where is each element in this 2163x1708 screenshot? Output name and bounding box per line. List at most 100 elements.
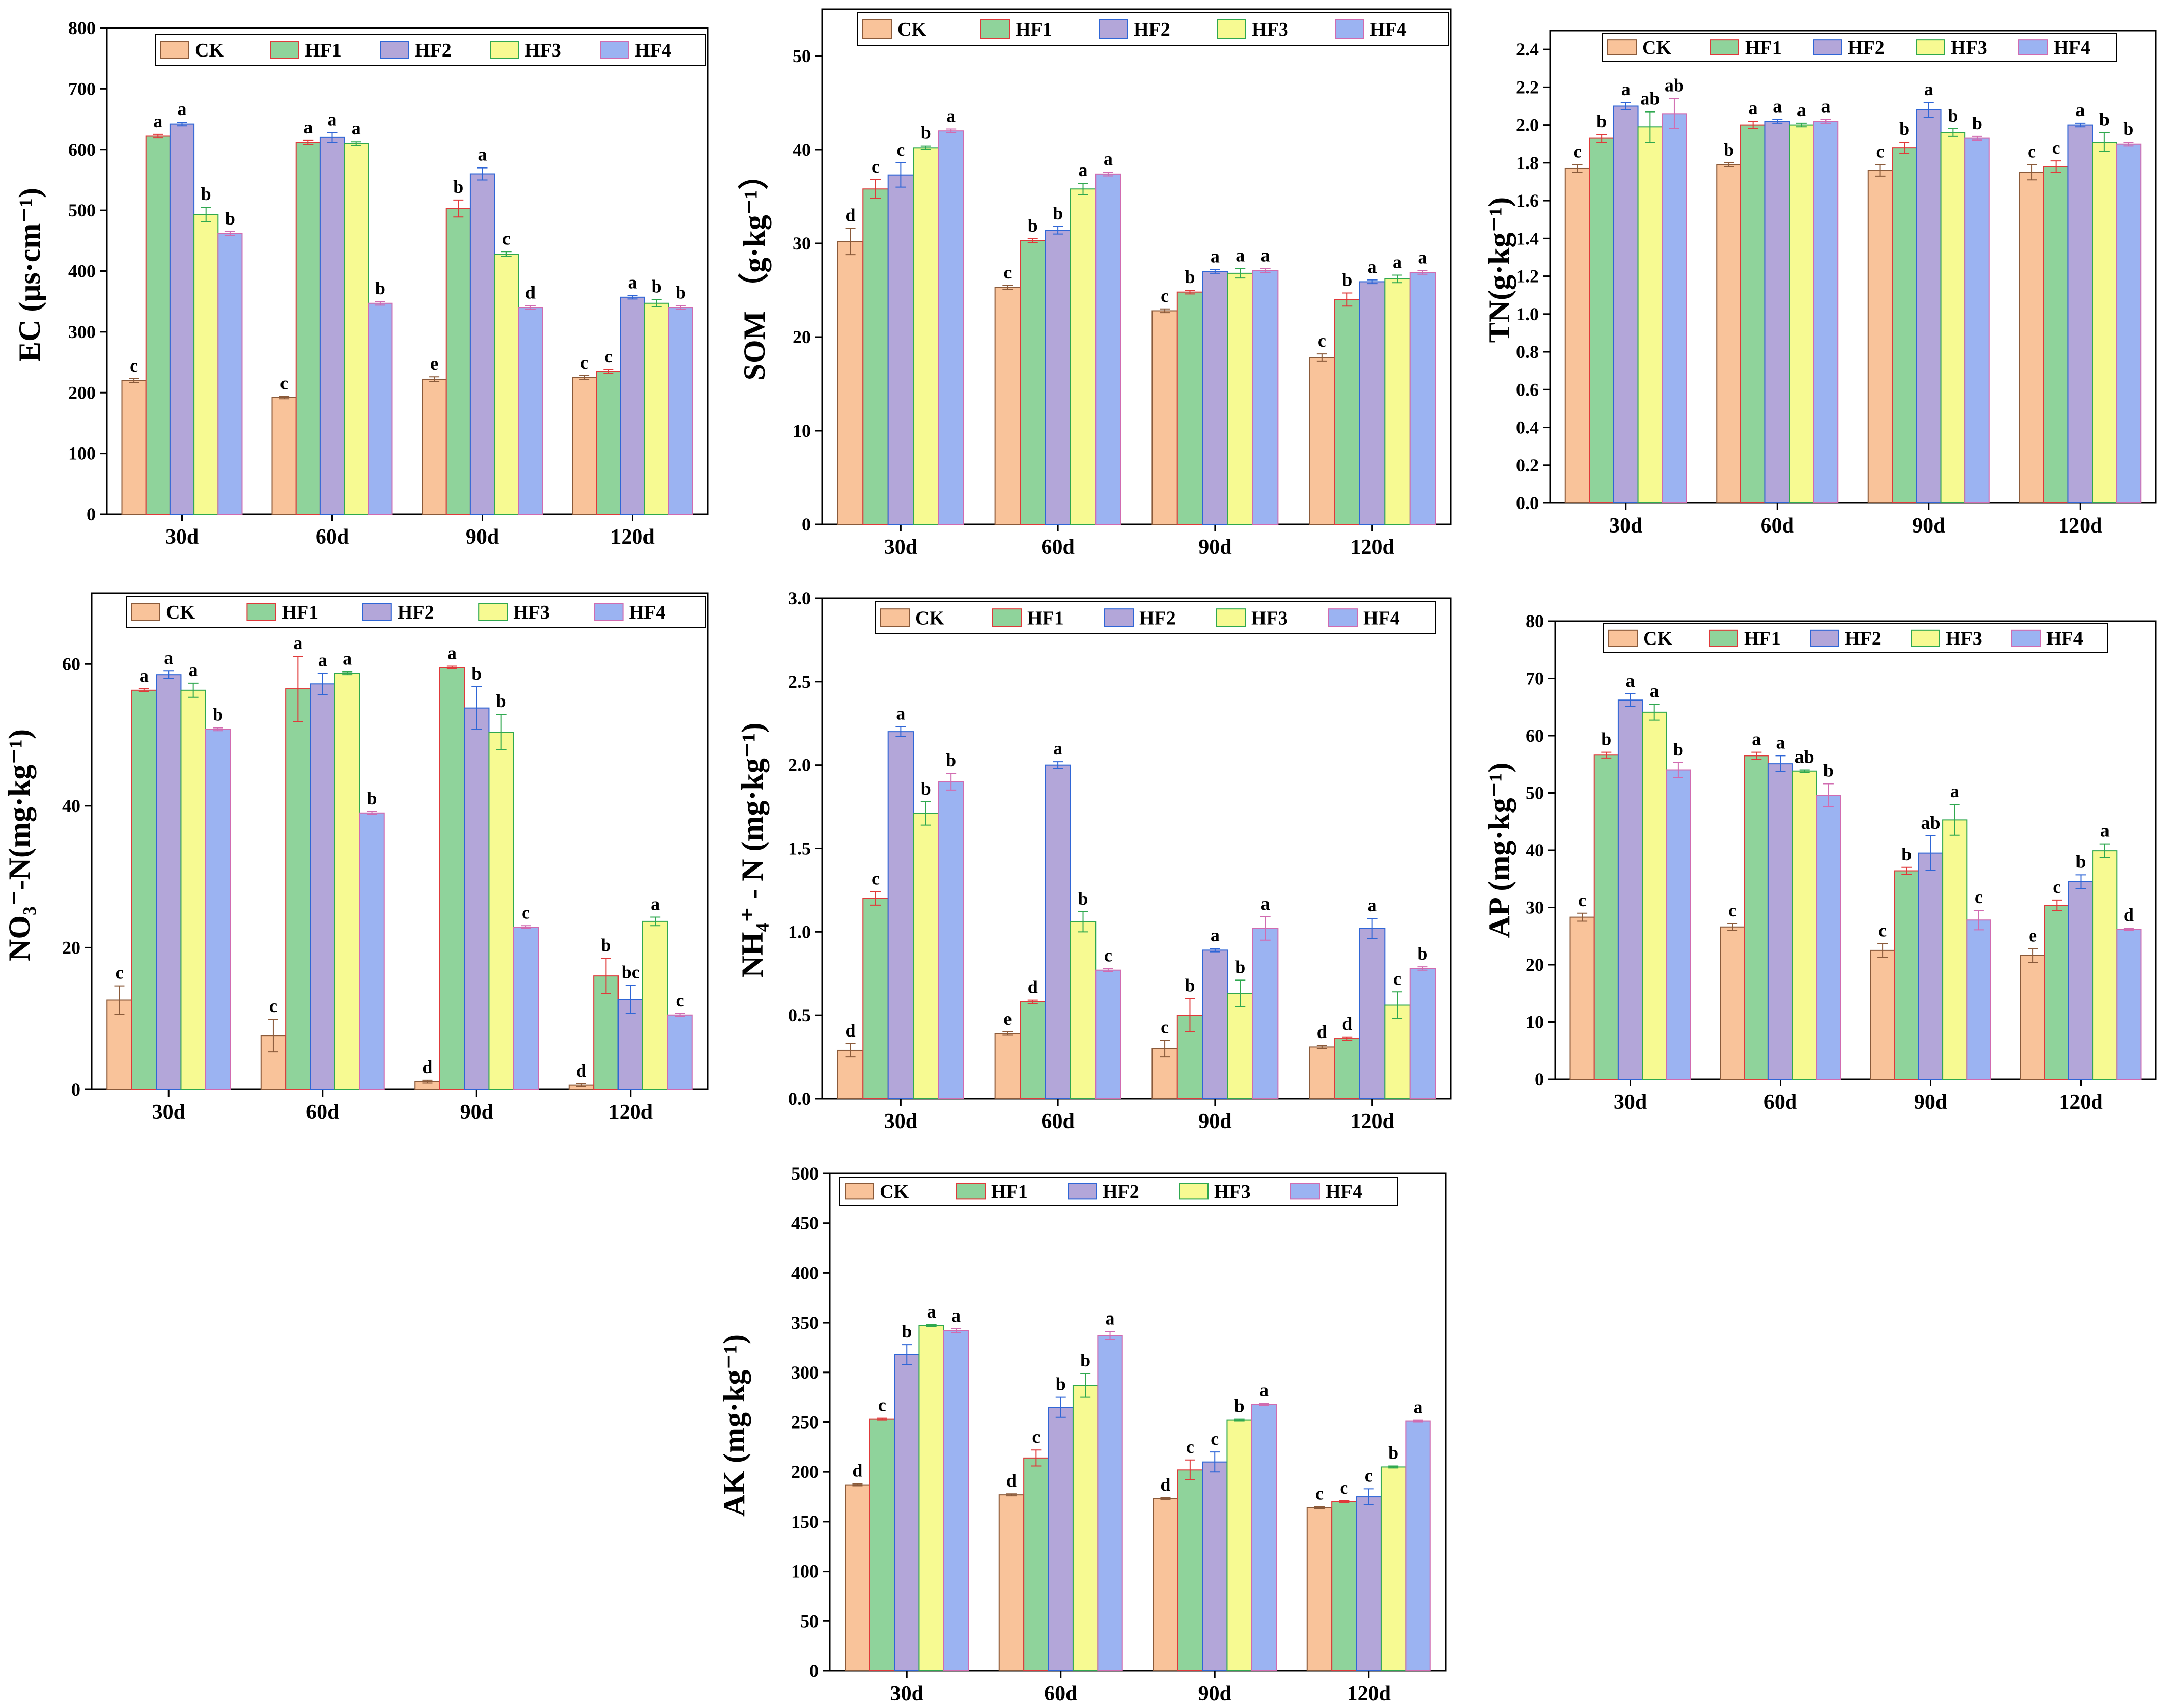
nh4-sig-letter: e [1003, 1009, 1012, 1029]
som-bar-hf1 [1176, 291, 1203, 525]
nh4-sig-letter: c [1161, 1017, 1169, 1037]
nh4-legend-swatch-ck [880, 608, 910, 627]
no3-xtick-label: 90d [460, 1101, 493, 1124]
ak-sig-letter: b [1056, 1374, 1066, 1394]
nh4-ytick-label: 2.0 [788, 755, 811, 775]
no3-legend-swatch-hf4 [594, 603, 624, 621]
ap-sig-letter: c [1975, 887, 1983, 907]
tn-bar-hf1 [1892, 147, 1917, 504]
nh4-sig-letter: a [1211, 925, 1220, 945]
som-sig-letter: c [1003, 262, 1012, 283]
no3-ytick-label: 0 [71, 1079, 80, 1100]
som-legend-label-hf3: HF3 [1252, 19, 1288, 40]
ak-bar-ck [998, 1494, 1025, 1672]
ak-sig-letter: a [1106, 1308, 1115, 1329]
ak-bar-hf1 [1177, 1469, 1203, 1671]
no3-sig-letter: b [496, 691, 507, 711]
tn-ytick-label: 2.0 [1516, 115, 1539, 135]
nh4-sig-letter: a [1053, 738, 1062, 759]
no3-bar-hf4 [359, 812, 385, 1090]
ak-sig-letter: b [902, 1321, 912, 1341]
som-legend-label-ck: CK [897, 19, 926, 40]
nh4-bar-ck [994, 1033, 1021, 1099]
ak-legend-label-hf4: HF4 [1326, 1181, 1362, 1202]
tn-ytick-label: 1.4 [1516, 228, 1539, 248]
chart-tn: 0.0 0.2 0.4 0.6 0.8 1.0 1.2 1.4 1.6 1.8 2.0 2.2 2.4 T… [1482, 30, 2157, 538]
som-bar-ck [1309, 357, 1335, 525]
no3-sig-letter: d [576, 1060, 586, 1081]
no3-sig-letter: a [343, 649, 352, 669]
no3-bar-hf3 [488, 732, 514, 1090]
ec-legend-label-hf3: HF3 [525, 40, 561, 61]
ap-sig-letter: ab [1921, 813, 1940, 833]
no3-legend-label-hf2: HF2 [398, 602, 434, 623]
tn-bar-hf1 [2043, 166, 2069, 504]
ak-legend-swatch-hf2 [1068, 1183, 1097, 1200]
ak-bar-ck [1306, 1507, 1333, 1671]
tn-bar-ck [1564, 167, 1590, 503]
ak-xtick-label: 120d [1347, 1682, 1391, 1705]
ak-legend-label-hf1: HF1 [991, 1181, 1028, 1202]
ap-bar-hf3 [2092, 850, 2118, 1080]
nh4-bar-hf2 [1359, 928, 1386, 1100]
nh4-sig-letter: a [1261, 893, 1270, 914]
nh4-bar-hf4 [1252, 928, 1279, 1100]
ap-sig-letter: e [2029, 926, 2037, 946]
ec-sig-letter: a [628, 272, 637, 292]
ec-sig-letter: d [525, 283, 536, 303]
som-ytick-label: 10 [793, 421, 811, 441]
som-bar-hf1 [1334, 299, 1360, 525]
tn-legend-label-ck: CK [1642, 37, 1671, 59]
ak-sig-letter: d [852, 1461, 862, 1481]
nh4-bar-hf2 [887, 731, 914, 1099]
som-sig-letter: d [846, 205, 856, 226]
tn-sig-letter: a [1821, 96, 1830, 116]
nh4-xtick-label: 60d [1041, 1110, 1074, 1133]
nh4-ytick-label: 2.5 [788, 671, 811, 692]
som-ylabel: SOM （g·kg⁻¹） [737, 159, 771, 381]
ak-bar-hf1 [869, 1418, 895, 1671]
no3-sig-letter: a [293, 633, 302, 653]
tn-ylabel: TN(g·kg⁻¹) [1482, 197, 1516, 343]
ak-bar-hf2 [1356, 1496, 1382, 1672]
no3-xtick-label: 60d [306, 1101, 339, 1124]
nh4-sig-letter: c [1393, 968, 1401, 989]
no3-sig-letter: a [139, 665, 149, 686]
ak-ytick-label: 100 [791, 1561, 819, 1582]
no3-xtick-label: 30d [152, 1101, 185, 1124]
tn-legend-label-hf1: HF1 [1745, 37, 1782, 59]
chart-nh4: 0.0 0.5 1.0 1.5 2.0 2.5 3.0 NH₄⁺ - N (mg·kg⁻¹) 3… [736, 588, 1452, 1133]
tn-sig-letter: a [2075, 100, 2085, 120]
tn-bar-hf4 [1813, 121, 1839, 503]
ec-bar-ck [121, 380, 147, 515]
ec-ytick-label: 200 [68, 382, 96, 403]
nh4-sig-letter: b [921, 778, 931, 799]
ec-bar-hf1 [596, 371, 621, 515]
nh4-bar-hf1 [1020, 1001, 1046, 1100]
tn-bar-ck [2019, 172, 2044, 503]
ap-legend-swatch-hf2 [1810, 629, 1839, 647]
no3-sig-letter: b [601, 935, 611, 955]
ap-xtick-label: 120d [2059, 1090, 2102, 1114]
ec-bar-hf3 [644, 302, 669, 515]
ap-ylabel: AP (mg·kg⁻¹) [1482, 763, 1516, 938]
tn-bar-hf1 [1589, 137, 1614, 504]
som-sig-letter: a [1261, 245, 1270, 266]
ap-sig-letter: ab [1795, 747, 1814, 767]
tn-ytick-label: 0.0 [1516, 493, 1539, 513]
nh4-legend-swatch-hf4 [1328, 608, 1358, 627]
nh4-bar-hf2 [1202, 949, 1228, 1100]
ap-sig-letter: a [1950, 781, 1959, 801]
ap-sig-letter: a [1650, 681, 1659, 701]
som-sig-letter: a [1368, 257, 1377, 277]
tn-sig-letter: c [2028, 142, 2036, 162]
ap-bar-hf3 [1792, 770, 1817, 1080]
ec-sig-letter: c [502, 228, 511, 248]
nh4-sig-letter: b [1417, 943, 1427, 964]
nh4-legend-label-hf3: HF3 [1251, 608, 1288, 629]
nh4-sig-letter: b [946, 750, 956, 770]
tn-sig-letter: ab [1640, 89, 1660, 109]
ec-sig-letter: e [430, 353, 438, 374]
nh4-sig-letter: c [1104, 945, 1112, 965]
